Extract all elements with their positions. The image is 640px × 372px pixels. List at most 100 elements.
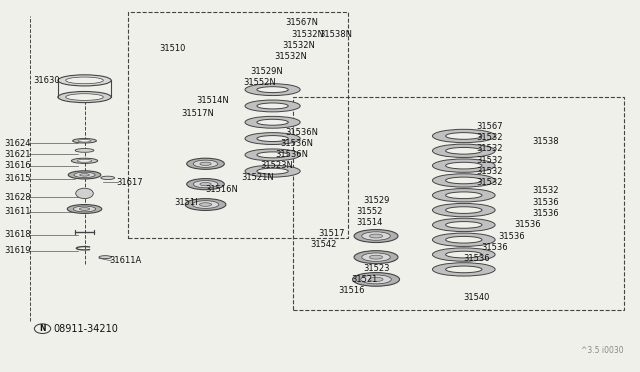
Ellipse shape (433, 248, 495, 261)
Ellipse shape (74, 206, 96, 212)
Text: 31532N: 31532N (291, 29, 324, 39)
Text: 31628: 31628 (4, 193, 31, 202)
Ellipse shape (445, 266, 482, 273)
Text: 31536N: 31536N (285, 128, 318, 137)
Text: 31538: 31538 (532, 137, 559, 146)
Text: 31611: 31611 (4, 208, 31, 217)
Ellipse shape (66, 94, 103, 100)
Ellipse shape (445, 207, 482, 214)
Text: 31532N: 31532N (275, 52, 307, 61)
Ellipse shape (192, 201, 219, 208)
Text: 31540: 31540 (464, 293, 490, 302)
Text: 31532: 31532 (476, 178, 503, 187)
Ellipse shape (445, 251, 482, 258)
Ellipse shape (245, 84, 300, 96)
Text: 31611A: 31611A (109, 256, 142, 265)
Ellipse shape (257, 103, 288, 109)
Ellipse shape (101, 176, 115, 180)
Text: 31532: 31532 (476, 155, 503, 164)
Ellipse shape (193, 160, 218, 167)
Ellipse shape (362, 253, 390, 262)
Text: 31536: 31536 (532, 198, 559, 207)
Ellipse shape (445, 147, 482, 154)
Ellipse shape (445, 133, 482, 139)
Ellipse shape (200, 203, 212, 206)
Ellipse shape (433, 218, 495, 232)
Ellipse shape (79, 174, 90, 176)
Ellipse shape (445, 222, 482, 228)
Text: 31523: 31523 (364, 264, 390, 273)
Ellipse shape (354, 230, 398, 243)
Text: 3151I: 3151I (174, 198, 198, 207)
Text: 31567N: 31567N (285, 19, 318, 28)
Ellipse shape (353, 273, 399, 286)
Ellipse shape (245, 133, 300, 144)
Text: 31542: 31542 (310, 240, 337, 249)
Text: 31536: 31536 (532, 209, 559, 218)
Ellipse shape (257, 136, 288, 141)
Text: 31532: 31532 (476, 133, 503, 142)
Circle shape (76, 188, 93, 199)
Ellipse shape (74, 172, 95, 177)
Text: 31529N: 31529N (251, 67, 284, 76)
Text: 31529: 31529 (364, 196, 390, 205)
Text: 31532N: 31532N (282, 41, 315, 50)
Ellipse shape (362, 232, 390, 240)
Ellipse shape (445, 177, 482, 184)
Ellipse shape (433, 159, 495, 172)
Ellipse shape (58, 92, 111, 103)
Text: 31536N: 31536N (281, 139, 314, 148)
Ellipse shape (257, 119, 288, 125)
Ellipse shape (369, 255, 383, 259)
Ellipse shape (245, 100, 300, 112)
Ellipse shape (354, 251, 398, 264)
Ellipse shape (75, 148, 94, 152)
Ellipse shape (361, 275, 391, 284)
Ellipse shape (433, 129, 495, 142)
Ellipse shape (185, 199, 226, 211)
Ellipse shape (200, 183, 211, 186)
Ellipse shape (68, 171, 101, 179)
Text: 31517N: 31517N (182, 109, 214, 118)
Text: 31619: 31619 (4, 246, 31, 255)
Ellipse shape (187, 179, 225, 190)
Text: 31621: 31621 (4, 150, 31, 159)
Ellipse shape (58, 75, 111, 86)
Text: 31516N: 31516N (205, 185, 238, 194)
Text: 31567: 31567 (476, 122, 503, 131)
Ellipse shape (245, 116, 300, 128)
Text: 31532: 31532 (476, 144, 503, 153)
Ellipse shape (433, 263, 495, 276)
Ellipse shape (72, 158, 98, 163)
Text: 31552N: 31552N (243, 78, 276, 87)
Text: 31510: 31510 (160, 44, 186, 53)
Text: ^3.5 i0030: ^3.5 i0030 (581, 346, 623, 355)
Text: 31616: 31616 (4, 161, 31, 170)
Ellipse shape (257, 152, 288, 158)
Ellipse shape (78, 140, 91, 142)
Text: 31536: 31536 (499, 231, 525, 241)
Ellipse shape (79, 208, 90, 210)
Text: 31521N: 31521N (241, 173, 274, 182)
Ellipse shape (72, 138, 97, 143)
Text: 31624: 31624 (4, 139, 31, 148)
Ellipse shape (77, 159, 92, 162)
Text: 31532: 31532 (476, 167, 503, 176)
Ellipse shape (257, 87, 288, 93)
Text: 31514: 31514 (356, 218, 382, 227)
Ellipse shape (257, 168, 288, 174)
Ellipse shape (433, 144, 495, 157)
Text: 31514N: 31514N (196, 96, 229, 105)
Text: 31618: 31618 (4, 230, 31, 240)
Text: 31536N: 31536N (276, 150, 308, 159)
Ellipse shape (433, 233, 495, 246)
Text: 31532: 31532 (532, 186, 559, 195)
Ellipse shape (67, 205, 102, 214)
Text: N: N (39, 324, 46, 333)
Text: 31630: 31630 (33, 76, 60, 85)
Ellipse shape (445, 236, 482, 243)
Ellipse shape (369, 234, 383, 238)
Text: 31523N: 31523N (260, 161, 293, 170)
Ellipse shape (433, 189, 495, 202)
Ellipse shape (245, 165, 300, 177)
